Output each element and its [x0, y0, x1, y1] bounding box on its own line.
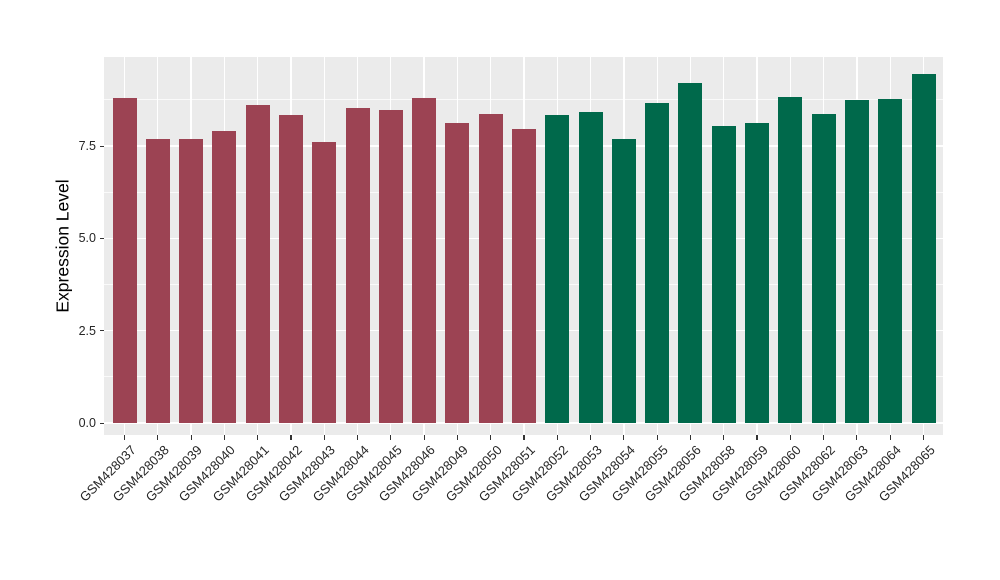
bar-GSM428060 — [778, 96, 803, 423]
x-tick-mark — [423, 435, 425, 440]
gridline-minor — [104, 99, 943, 101]
x-tick-mark — [856, 435, 858, 440]
y-tick-mark — [99, 145, 104, 147]
bar-GSM428059 — [745, 123, 770, 423]
x-tick-mark — [390, 435, 392, 440]
bar-GSM428065 — [911, 74, 936, 423]
x-tick-mark — [290, 435, 292, 440]
x-tick-mark — [689, 435, 691, 440]
bar-GSM428052 — [545, 115, 570, 423]
y-axis-tick-label: 5.0 — [78, 231, 96, 246]
x-tick-mark — [623, 435, 625, 440]
x-tick-mark — [723, 435, 725, 440]
bar-GSM428053 — [578, 112, 603, 423]
y-axis-tick-label: 2.5 — [78, 323, 96, 338]
x-tick-mark — [823, 435, 825, 440]
x-tick-mark — [323, 435, 325, 440]
bar-GSM428049 — [445, 123, 470, 423]
bar-GSM428040 — [212, 130, 237, 423]
bar-GSM428044 — [345, 107, 370, 423]
y-tick-mark — [99, 422, 104, 424]
x-tick-mark — [922, 435, 925, 440]
x-tick-mark — [456, 435, 458, 440]
bar-GSM428041 — [245, 105, 270, 423]
bar-GSM428063 — [844, 100, 869, 423]
x-tick-mark — [157, 435, 159, 440]
bar-GSM428037 — [112, 98, 137, 423]
bar-GSM428056 — [678, 82, 703, 423]
bar-GSM428039 — [179, 138, 204, 423]
bar-GSM428054 — [611, 138, 636, 423]
x-tick-mark — [789, 435, 791, 440]
x-tick-mark — [223, 435, 225, 440]
x-tick-mark — [556, 435, 558, 440]
y-axis-tick-label: 0.0 — [78, 416, 96, 430]
bar-GSM428050 — [478, 113, 503, 423]
bar-GSM428055 — [645, 103, 670, 423]
x-tick-mark — [257, 435, 259, 440]
y-axis-title: Expression Level — [52, 179, 73, 313]
x-tick-mark — [490, 435, 492, 440]
x-tick-mark — [523, 435, 525, 440]
bar-GSM428051 — [512, 129, 536, 423]
y-tick-mark — [99, 237, 104, 239]
bar-GSM428042 — [278, 115, 303, 423]
bar-GSM428062 — [811, 113, 836, 423]
x-tick-mark — [123, 435, 126, 440]
bar-GSM428038 — [145, 139, 170, 423]
x-tick-mark — [889, 435, 891, 440]
bar-GSM428058 — [711, 126, 736, 423]
x-tick-mark — [190, 435, 192, 440]
gridline-major — [104, 422, 943, 424]
bar-GSM428043 — [312, 141, 337, 423]
x-tick-mark — [756, 435, 758, 440]
x-tick-mark — [590, 435, 592, 440]
x-tick-mark — [356, 435, 359, 440]
y-axis-tick-label: 7.5 — [78, 139, 96, 154]
y-tick-mark — [99, 330, 104, 332]
x-tick-mark — [656, 435, 658, 440]
bar-GSM428045 — [378, 110, 403, 423]
bar-GSM428046 — [412, 98, 437, 423]
bar-GSM428064 — [878, 99, 903, 423]
